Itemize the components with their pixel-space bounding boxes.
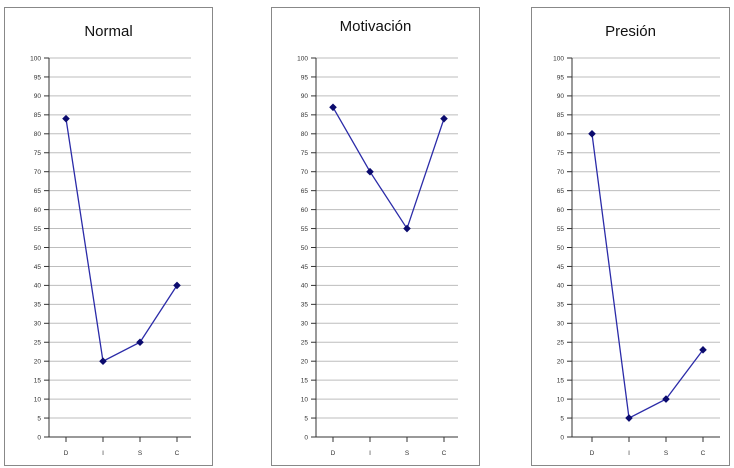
- y-tick-label: 15: [34, 377, 42, 384]
- y-tick-label: 40: [301, 283, 309, 290]
- y-tick-label: 65: [34, 188, 42, 195]
- y-tick-label: 55: [34, 226, 42, 233]
- y-tick-label: 50: [301, 245, 309, 252]
- y-tick-label: 35: [301, 302, 309, 309]
- x-tick-label: C: [442, 450, 447, 457]
- y-tick-label: 5: [37, 415, 41, 422]
- data-point-c: [173, 281, 181, 290]
- chart-panel-motivacion: Motivación 0 5 10 15 20 25 30 35 40 45 50 55 60 65 70 7…: [271, 7, 480, 466]
- chart-panel-normal: Normal 0 5 10 15 20 25 30 35 40 45 50 55 60 65 70 75 80 8…: [4, 7, 213, 466]
- y-tick-label: 45: [301, 264, 309, 271]
- y-tick-label: 30: [557, 321, 565, 328]
- y-tick-label: 0: [560, 434, 564, 441]
- y-tick-label: 65: [301, 188, 309, 195]
- y-tick-label: 85: [301, 112, 309, 119]
- y-tick-label: 60: [34, 207, 42, 214]
- data-point-s: [136, 338, 144, 347]
- y-tick-label: 65: [557, 188, 565, 195]
- y-tick-label: 90: [301, 93, 309, 100]
- y-tick-label: 80: [34, 131, 42, 138]
- y-tick-label: 100: [30, 55, 41, 62]
- y-tick-label: 35: [34, 302, 42, 309]
- x-tick-label: C: [175, 450, 180, 457]
- chart-title: Motivación: [339, 18, 412, 35]
- y-tick-label: 25: [557, 340, 565, 347]
- y-tick-label: 50: [557, 245, 565, 252]
- chart-panel-presion: Presión 0 5 10 15 20 25 30 35 40 45 50 55 60 65 70 75 80…: [531, 7, 730, 466]
- x-tick-label: I: [102, 450, 104, 457]
- x-tick-label: S: [664, 450, 669, 457]
- x-tick-label: I: [628, 450, 630, 457]
- y-tick-label: 90: [34, 93, 42, 100]
- data-point-i: [99, 357, 107, 365]
- y-tick-label: 10: [301, 396, 309, 403]
- x-tick-label: S: [138, 450, 143, 457]
- y-tick-label: 70: [301, 169, 309, 176]
- y-tick-label: 80: [557, 131, 565, 138]
- data-point-i: [625, 414, 633, 422]
- y-tick-label: 80: [301, 131, 309, 138]
- x-tick-label: D: [590, 450, 595, 457]
- chart-plot: 0 5 10 15 20 25 30 35 40 45 50 55 60 65 70 75 80 85 90 95 10…: [30, 55, 191, 457]
- y-tick-label: 50: [34, 245, 42, 252]
- y-tick-label: 55: [301, 226, 309, 233]
- y-tick-label: 75: [557, 150, 565, 157]
- y-tick-label: 15: [301, 377, 309, 384]
- data-point-s: [403, 224, 411, 233]
- data-point-d: [62, 114, 70, 123]
- y-tick-label: 5: [560, 415, 564, 422]
- y-tick-label: 90: [557, 93, 565, 100]
- series-line: [65, 118, 178, 363]
- y-tick-label: 25: [301, 340, 309, 347]
- x-tick-label: D: [64, 450, 69, 457]
- data-point-c: [440, 114, 448, 123]
- y-tick-label: 0: [304, 434, 308, 441]
- x-tick-label: I: [369, 450, 371, 457]
- y-tick-label: 20: [301, 359, 309, 366]
- y-tick-label: 25: [34, 340, 42, 347]
- y-tick-label: 15: [557, 377, 565, 384]
- y-tick-label: 95: [301, 74, 309, 81]
- y-tick-label: 70: [557, 169, 565, 176]
- y-tick-label: 45: [34, 264, 42, 271]
- y-tick-label: 70: [34, 169, 42, 176]
- y-tick-label: 95: [557, 74, 565, 81]
- y-tick-label: 100: [553, 55, 564, 62]
- series-line: [591, 133, 704, 420]
- y-tick-label: 40: [557, 283, 565, 290]
- y-tick-label: 40: [34, 283, 42, 290]
- chart-title: Presión: [605, 23, 656, 40]
- x-tick-label: D: [331, 450, 336, 457]
- data-point-d: [588, 130, 596, 138]
- y-tick-label: 10: [557, 396, 565, 403]
- y-tick-label: 75: [34, 150, 42, 157]
- y-tick-label: 60: [557, 207, 565, 214]
- y-tick-label: 0: [37, 434, 41, 441]
- y-tick-label: 20: [557, 359, 565, 366]
- y-tick-label: 5: [304, 415, 308, 422]
- y-tick-label: 20: [34, 359, 42, 366]
- y-tick-label: 75: [301, 150, 309, 157]
- y-tick-label: 45: [557, 264, 565, 271]
- x-tick-label: C: [701, 450, 706, 457]
- y-tick-label: 85: [557, 112, 565, 119]
- y-tick-label: 10: [34, 396, 42, 403]
- y-tick-label: 30: [301, 321, 309, 328]
- y-tick-label: 30: [34, 321, 42, 328]
- x-tick-label: S: [405, 450, 410, 457]
- series-line: [332, 106, 445, 231]
- y-tick-label: 85: [34, 112, 42, 119]
- chart-plot: 0 5 10 15 20 25 30 35 40 45 50 55 60 65 70 75 80 85 90 95 10…: [553, 55, 720, 457]
- data-point-i: [366, 167, 374, 176]
- chart-plot: 0 5 10 15 20 25 30 35 40 45 50 55 60 65 70 75 80 85 90 95 10…: [297, 55, 458, 457]
- y-tick-label: 95: [34, 74, 42, 81]
- y-tick-label: 35: [557, 302, 565, 309]
- y-tick-label: 55: [557, 226, 565, 233]
- chart-title: Normal: [84, 23, 133, 40]
- y-tick-label: 60: [301, 207, 309, 214]
- y-tick-label: 100: [297, 55, 308, 62]
- data-point-d: [329, 103, 337, 112]
